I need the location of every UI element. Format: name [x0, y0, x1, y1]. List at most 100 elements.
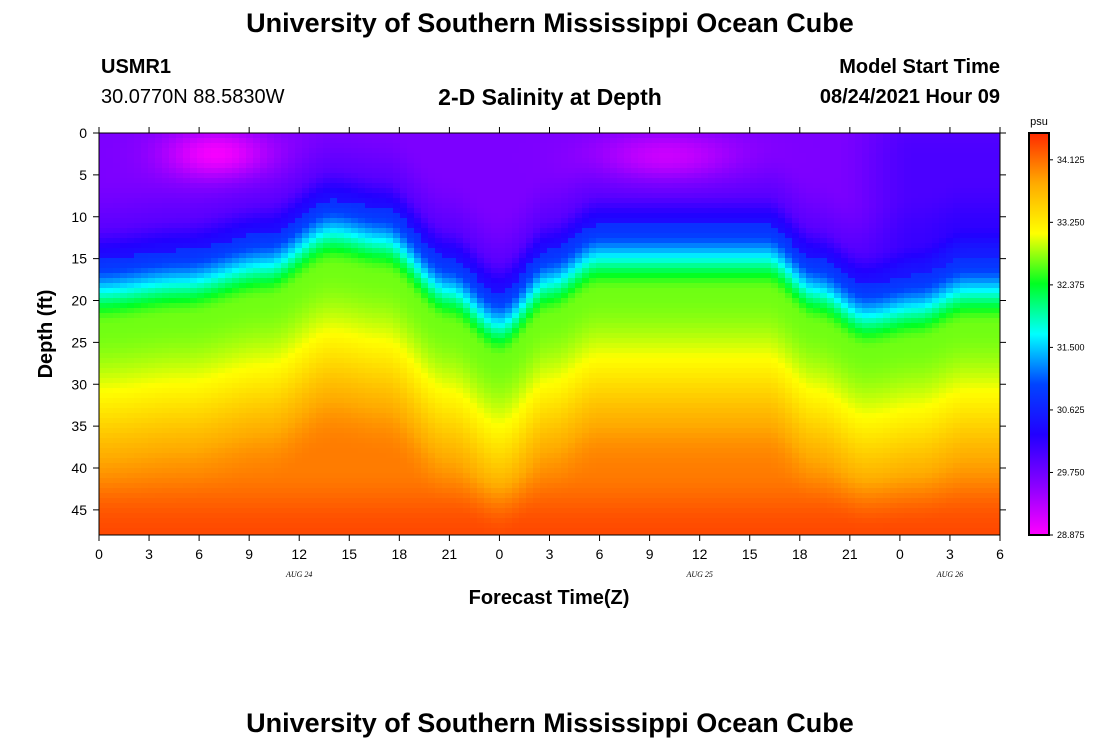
heatmap-cell [610, 248, 618, 254]
heatmap-cell [624, 253, 632, 259]
heatmap-cell [239, 283, 247, 289]
heatmap-cell [127, 133, 135, 139]
heatmap-cell [337, 188, 345, 194]
heatmap-cell [190, 273, 198, 279]
heatmap-cell [757, 178, 765, 184]
heatmap-cell [624, 223, 632, 229]
heatmap-cell [260, 188, 268, 194]
heatmap-cell [995, 208, 1001, 214]
heatmap-cell [603, 168, 611, 174]
heatmap-cell [344, 313, 352, 319]
heatmap-cell [393, 318, 401, 324]
heatmap-cell [792, 168, 800, 174]
heatmap-cell [414, 143, 422, 149]
heatmap-cell [365, 293, 373, 299]
heatmap-cell [372, 223, 380, 229]
heatmap-cell [715, 233, 723, 239]
heatmap-cell [911, 153, 919, 159]
heatmap-cell [358, 228, 366, 234]
heatmap-cell [813, 248, 821, 254]
heatmap-cell [582, 313, 590, 319]
heatmap-cell [344, 228, 352, 234]
heatmap-cell [792, 293, 800, 299]
heatmap-cell [197, 238, 205, 244]
heatmap-cell [715, 138, 723, 144]
heatmap-cell [911, 263, 919, 269]
heatmap-cell [491, 228, 499, 234]
heatmap-cell [897, 238, 905, 244]
heatmap-cell [799, 138, 807, 144]
heatmap-cell [372, 183, 380, 189]
heatmap-cell [295, 308, 303, 314]
heatmap-cell [204, 173, 212, 179]
heatmap-cell [855, 268, 863, 274]
heatmap-cell [974, 148, 982, 154]
heatmap-cell [981, 313, 989, 319]
heatmap-cell [603, 198, 611, 204]
heatmap-cell [155, 203, 163, 209]
heatmap-cell [589, 243, 597, 249]
heatmap-cell [876, 303, 884, 309]
heatmap-cell [799, 163, 807, 169]
heatmap-cell [603, 268, 611, 274]
heatmap-cell [568, 258, 576, 264]
heatmap-cell [204, 218, 212, 224]
heatmap-cell [218, 203, 226, 209]
heatmap-cell [701, 228, 709, 234]
heatmap-cell [316, 228, 324, 234]
heatmap-cell [582, 298, 590, 304]
heatmap-cell [246, 138, 254, 144]
heatmap-cell [148, 198, 156, 204]
heatmap-cell [190, 313, 198, 319]
heatmap-cell [827, 298, 835, 304]
heatmap-cell [589, 268, 597, 274]
heatmap-cell [946, 308, 954, 314]
heatmap-cell [302, 163, 310, 169]
heatmap-cell [253, 228, 261, 234]
heatmap-cell [596, 248, 604, 254]
heatmap-cell [414, 268, 422, 274]
heatmap-cell [876, 273, 884, 279]
heatmap-cell [722, 168, 730, 174]
heatmap-cell [694, 313, 702, 319]
heatmap-cell [806, 143, 814, 149]
heatmap-cell [491, 183, 499, 189]
heatmap-cell [876, 143, 884, 149]
heatmap-cell [687, 213, 695, 219]
heatmap-cell [330, 228, 338, 234]
heatmap-cell [428, 318, 436, 324]
heatmap-cell [365, 238, 373, 244]
heatmap-cell [295, 298, 303, 304]
heatmap-cell [351, 233, 359, 239]
heatmap-cell [113, 143, 121, 149]
heatmap-cell [526, 323, 534, 329]
heatmap-cell [295, 288, 303, 294]
heatmap-cell [428, 203, 436, 209]
heatmap-cell [687, 293, 695, 299]
heatmap-cell [372, 133, 380, 139]
heatmap-cell [400, 283, 408, 289]
heatmap-cell [288, 153, 296, 159]
heatmap-cell [120, 138, 128, 144]
heatmap-cell [190, 213, 198, 219]
heatmap-cell [981, 273, 989, 279]
heatmap-cell [666, 253, 674, 259]
heatmap-cell [295, 313, 303, 319]
heatmap-cell [967, 263, 975, 269]
heatmap-cell [932, 288, 940, 294]
heatmap-cell [421, 163, 429, 169]
heatmap-cell [645, 248, 653, 254]
heatmap-cell [904, 253, 912, 259]
heatmap-cell [589, 213, 597, 219]
heatmap-cell [141, 323, 149, 329]
heatmap-cell [778, 268, 786, 274]
heatmap-cell [211, 193, 219, 199]
heatmap-cell [176, 263, 184, 269]
heatmap-cell [148, 168, 156, 174]
heatmap-cell [512, 273, 520, 279]
heatmap-cell [792, 133, 800, 139]
heatmap-cell [981, 178, 989, 184]
heatmap-cell [428, 213, 436, 219]
heatmap-cell [512, 288, 520, 294]
heatmap-cell [918, 188, 926, 194]
